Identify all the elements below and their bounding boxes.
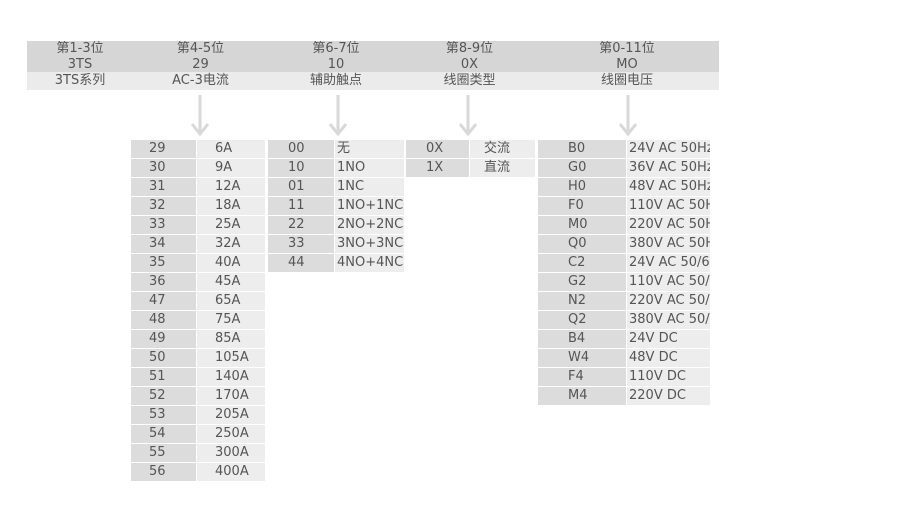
value-cell: 36V AC 50Hz (627, 159, 710, 177)
value-cell: 110V AC 50Hz (627, 197, 710, 215)
code-cell: 31 (131, 178, 196, 196)
header-code: 10 (268, 57, 404, 72)
value-cell: 6A (197, 140, 265, 158)
value-cell: 75A (197, 311, 265, 329)
value-cell: 45A (197, 273, 265, 291)
value-cell: 无 (335, 140, 404, 158)
code-cell: 33 (268, 235, 334, 253)
code-cell: 49 (131, 330, 196, 348)
code-cell: 50 (131, 349, 196, 367)
code-cell: G2 (538, 273, 626, 291)
value-cell: 2NO+2NC (335, 216, 404, 234)
value-cell: 220V AC 50Hz (627, 216, 710, 234)
code-cell: B4 (538, 330, 626, 348)
header-desc: AC-3电流 (133, 72, 268, 90)
code-cell: Q2 (538, 311, 626, 329)
header-position: 第6-7位 (268, 41, 404, 57)
value-cell: 220V DC (627, 387, 710, 405)
value-cell: 40A (197, 254, 265, 272)
header-code: MO (535, 57, 719, 72)
code-cell: F0 (538, 197, 626, 215)
header-desc: 辅助触点 (268, 72, 404, 90)
code-cell: 54 (131, 425, 196, 443)
code-cell: M0 (538, 216, 626, 234)
code-cell: 22 (268, 216, 334, 234)
code-cell: 53 (131, 406, 196, 424)
code-cell: 29 (131, 140, 196, 158)
code-cell: Q0 (538, 235, 626, 253)
value-cell: 48V AC 50Hz (627, 178, 710, 196)
value-cell: 105A (197, 349, 265, 367)
value-cell: 85A (197, 330, 265, 348)
code-cell: 48 (131, 311, 196, 329)
code-cell: 52 (131, 387, 196, 405)
value-cell: 25A (197, 216, 265, 234)
value-cell: 65A (197, 292, 265, 310)
code-cell: 01 (268, 178, 334, 196)
code-cell: 36 (131, 273, 196, 291)
code-cell: H0 (538, 178, 626, 196)
value-cell: 110V DC (627, 368, 710, 386)
code-cell: 0X (406, 140, 469, 158)
value-cell: 1NO (335, 159, 404, 177)
header-position: 第4-5位 (133, 41, 268, 57)
value-cell: 1NC (335, 178, 404, 196)
value-cell: 12A (197, 178, 265, 196)
code-cell: C2 (538, 254, 626, 272)
header-desc: 线圈类型 (404, 72, 535, 90)
code-cell: G0 (538, 159, 626, 177)
value-cell: 3NO+3NC (335, 235, 404, 253)
header-desc: 3TS系列 (27, 72, 133, 90)
value-cell: 9A (197, 159, 265, 177)
header-position: 第0-11位 (535, 41, 719, 57)
value-cell: 24V DC (627, 330, 710, 348)
header-position: 第1-3位 (27, 41, 133, 57)
code-cell: 51 (131, 368, 196, 386)
header-code: 29 (133, 57, 268, 72)
code-cell: 35 (131, 254, 196, 272)
value-cell: 140A (197, 368, 265, 386)
code-cell: M4 (538, 387, 626, 405)
code-cell: 32 (131, 197, 196, 215)
header-code: 0X (404, 57, 535, 72)
value-cell: 170A (197, 387, 265, 405)
value-cell: 交流 (470, 140, 535, 158)
value-cell: 205A (197, 406, 265, 424)
code-cell: B0 (538, 140, 626, 158)
value-cell: 110V AC 50/60Hz (627, 273, 710, 291)
value-cell: 300A (197, 444, 265, 462)
value-cell: 48V DC (627, 349, 710, 367)
value-cell: 1NO+1NC (335, 197, 404, 215)
value-cell: 18A (197, 197, 265, 215)
code-cell: 1X (406, 159, 469, 177)
code-cell: W4 (538, 349, 626, 367)
header-code: 3TS (27, 57, 133, 72)
code-cell: 55 (131, 444, 196, 462)
code-cell: F4 (538, 368, 626, 386)
header-position: 第8-9位 (404, 41, 535, 57)
code-cell: 30 (131, 159, 196, 177)
header-desc: 线圈电压 (535, 72, 719, 90)
value-cell: 32A (197, 235, 265, 253)
code-cell: 34 (131, 235, 196, 253)
code-cell: 56 (131, 463, 196, 481)
code-cell: 33 (131, 216, 196, 234)
code-cell: 10 (268, 159, 334, 177)
code-cell: 11 (268, 197, 334, 215)
code-cell: 44 (268, 254, 334, 272)
code-cell: 47 (131, 292, 196, 310)
value-cell: 直流 (470, 159, 535, 177)
value-cell: 380V AC 50Hz (627, 235, 710, 253)
value-cell: 24V AC 50/60Hz (627, 254, 710, 272)
value-cell: 250A (197, 425, 265, 443)
code-cell: 00 (268, 140, 334, 158)
value-cell: 24V AC 50Hz (627, 140, 710, 158)
value-cell: 400A (197, 463, 265, 481)
value-cell: 4NO+4NC (335, 254, 404, 272)
code-cell: N2 (538, 292, 626, 310)
value-cell: 380V AC 50/60Hz (627, 311, 710, 329)
value-cell: 220V AC 50/60Hz (627, 292, 710, 310)
